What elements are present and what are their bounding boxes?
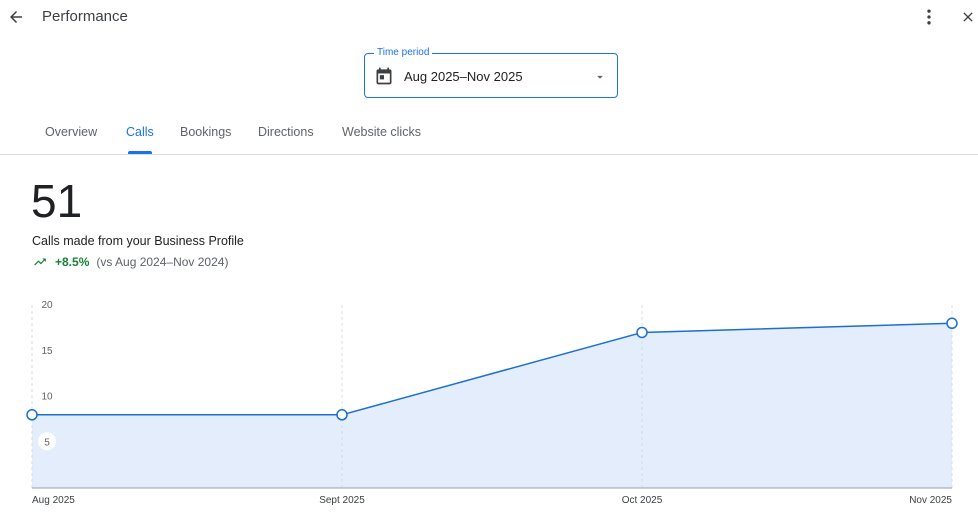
y-tick-label: 10 xyxy=(41,392,53,403)
tab-bookings[interactable]: Bookings xyxy=(180,125,232,139)
tab-calls[interactable]: Calls xyxy=(126,125,154,139)
x-tick-label: Aug 2025 xyxy=(32,495,75,506)
close-button[interactable] xyxy=(956,5,978,29)
time-period-value: Aug 2025–Nov 2025 xyxy=(404,69,523,84)
tab-directions[interactable]: Directions xyxy=(258,125,314,139)
y-tick-label: 20 xyxy=(41,300,53,311)
x-tick-label: Nov 2025 xyxy=(909,495,952,506)
series-line xyxy=(32,322,953,416)
more-options-button[interactable] xyxy=(917,5,941,29)
arrow-back-icon xyxy=(10,11,22,23)
metric-description: Calls made from your Business Profile xyxy=(32,234,244,248)
more-vert-icon xyxy=(927,9,931,25)
tab-website-clicks[interactable]: Website clicks xyxy=(342,125,421,139)
trend-comparison: (vs Aug 2024–Nov 2024) xyxy=(96,255,229,269)
calendar-icon xyxy=(376,67,392,85)
data-point-0 xyxy=(26,409,38,421)
time-period-select[interactable]: Time period Aug 2025–Nov 2025 xyxy=(364,47,618,98)
calls-total: 51 xyxy=(31,175,83,227)
calls-area-chart: 20 15 10 5 Aug 2025 Sept 2025 Oct 2025 Nov 2025 xyxy=(26,300,958,506)
x-tick-label: Oct 2025 xyxy=(622,495,663,506)
top-bar: Performance xyxy=(0,0,978,34)
data-point-2 xyxy=(636,326,648,339)
trend-percentage: +8.5% xyxy=(55,255,90,269)
y-tick-label: 15 xyxy=(41,346,53,357)
tab-bar: Overview Calls Bookings Directions Websi… xyxy=(0,112,978,155)
trending-up-icon xyxy=(34,258,46,266)
data-point-1 xyxy=(336,409,348,421)
y-tick-badge xyxy=(38,432,56,451)
active-tab-indicator xyxy=(128,151,152,154)
close-icon xyxy=(963,12,973,22)
back-button[interactable] xyxy=(4,5,28,29)
page-title: Performance xyxy=(42,8,128,25)
trend-summary: +8.5% (vs Aug 2024–Nov 2024) xyxy=(32,255,228,269)
data-point-3 xyxy=(946,317,958,330)
x-tick-label: Sept 2025 xyxy=(319,495,365,506)
tab-overview[interactable]: Overview xyxy=(45,125,98,139)
chevron-down-icon xyxy=(597,75,603,79)
y-tick-label: 5 xyxy=(44,437,50,448)
chart-area xyxy=(32,323,952,488)
time-period-label: Time period xyxy=(374,47,433,59)
